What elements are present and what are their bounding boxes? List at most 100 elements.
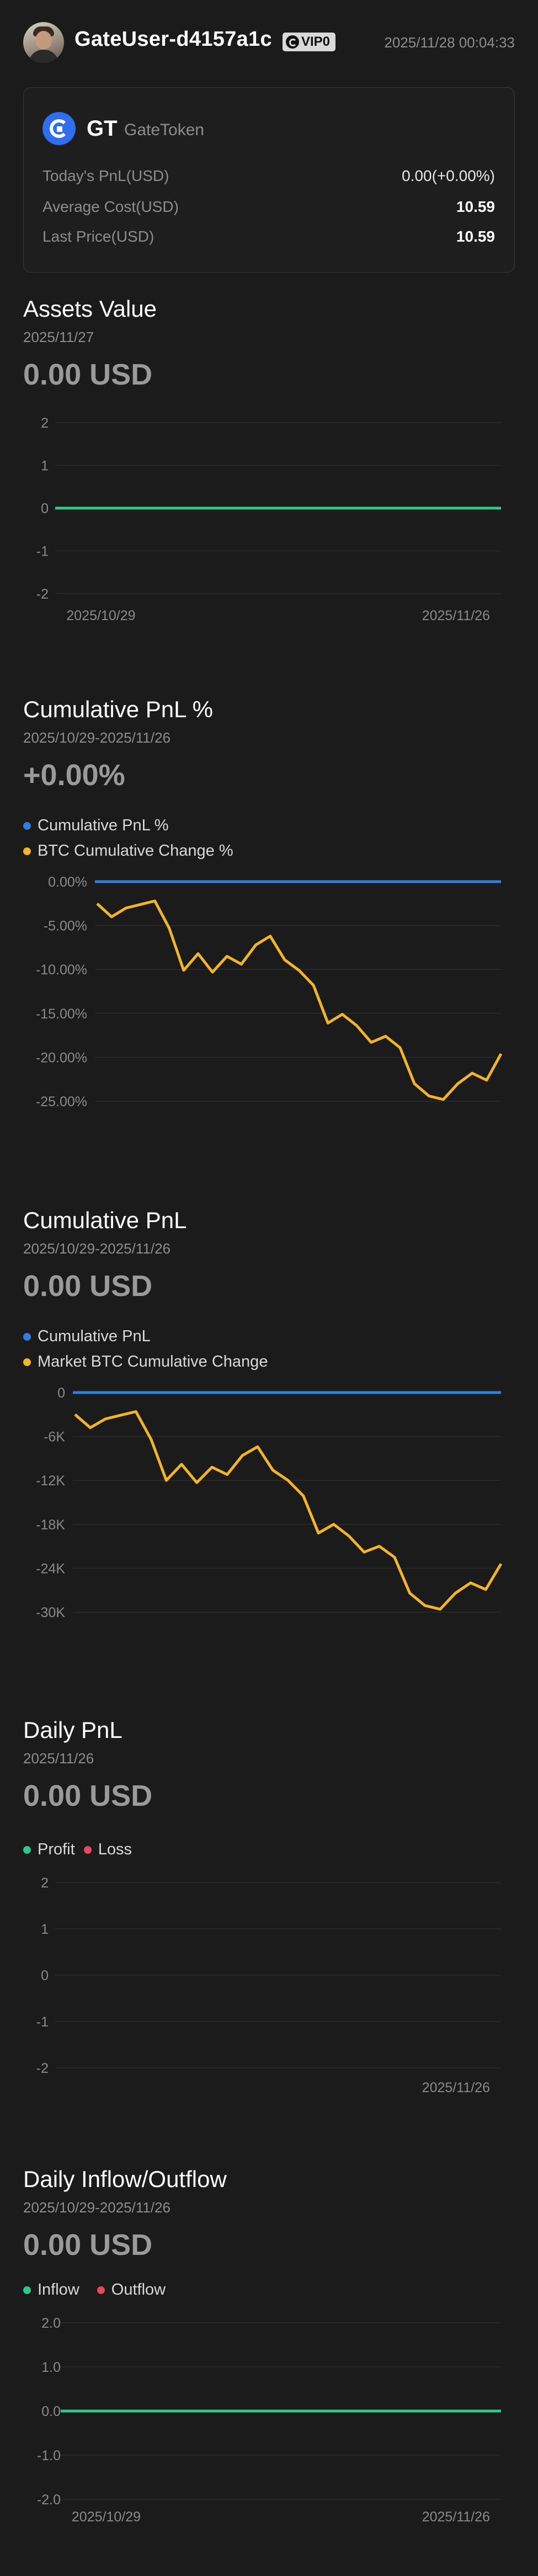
y-tick-label: -18K [36,1517,65,1533]
daily-pnl-value: 0.00 USD [23,1779,153,1812]
assets-value: 0.00 USD [23,358,153,391]
daily-pnl-legend: Profit Loss [23,1841,144,1859]
last-price-label: Last Price(USD) [42,228,155,245]
cum-pnl-pct-value: +0.00% [23,759,125,792]
y-tick-label: 0.0 [41,2404,61,2419]
cum-pnl-pct-legend-2: BTC Cumulative Change % [23,842,246,860]
y-tick-label: -1 [36,544,49,559]
cum-pnl-pct-legend: Cumulative PnL % [23,817,180,835]
x-tick-label: 2025/10/29 [72,2509,141,2525]
legend-item-cum-pnl[interactable]: Cumulative PnL [23,1327,151,1346]
todays-pnl-row: Today's PnL(USD) 0.00(+0.00%) [42,167,495,189]
y-tick-label: -30K [36,1605,65,1620]
y-tick-label: -20.00% [36,1050,87,1065]
cumulative-pnl-section: Cumulative PnL 2025/10/29-2025/11/26 0.0… [0,1207,538,1682]
token-name: GateToken [124,121,205,139]
assets-date: 2025/11/27 [23,329,94,345]
inflow-title: Daily Inflow/Outflow [23,2166,227,2192]
legend-dot-orange [23,847,31,855]
inflow-value: 0.00 USD [23,2228,153,2262]
legend-item-loss[interactable]: Loss [83,1841,132,1859]
x-tick-label: 2025/11/26 [422,2080,490,2095]
legend-item-cum-pnl-pct[interactable]: Cumulative PnL % [23,817,168,835]
legend-label: BTC Cumulative Change % [38,842,233,860]
cum-pnl-value: 0.00 USD [23,1270,153,1303]
daily-pnl-title: Daily PnL [23,1717,122,1743]
legend-label: Loss [98,1841,132,1858]
legend-label: Profit [38,1841,75,1858]
daily-pnl-section: Daily PnL 2025/11/26 0.00 USD Profit Los… [0,1717,538,2136]
legend-item-outflow[interactable]: Outflow [97,2281,166,2299]
todays-pnl-label: Today's PnL(USD) [42,167,169,184]
header: GateUser-d4157a1c VIP0 2025/11/28 00:04:… [0,0,538,83]
last-price-row: Last Price(USD) 10.59 [42,228,495,250]
gatetoken-logo-icon [42,112,76,145]
legend-label: Cumulative PnL % [38,817,169,834]
daily-pnl-date: 2025/11/26 [23,1750,94,1767]
y-tick-label: 1 [41,1922,49,1937]
legend-dot-blue [23,1332,31,1341]
legend-dot-green [23,1846,31,1854]
y-tick-label: -25.00% [36,1094,87,1110]
legend-dot-red [83,1846,92,1854]
y-tick-label: -2.0 [37,2492,61,2508]
x-tick-label: 2025/11/26 [422,608,490,623]
daily-pnl-chart[interactable]: 2 1 0 -1 -2 2025/11/26 [0,1871,538,2103]
y-tick-label: -10.00% [36,962,87,978]
cum-pnl-pct-chart[interactable]: 0.00%-5.00%-10.00%-15.00%-20.00%-25.00%2… [0,871,538,1113]
y-tick-label: 0 [41,1968,49,1983]
y-tick-label: -6K [44,1430,65,1445]
cum-pnl-legend: Cumulative PnL [23,1327,163,1346]
y-tick-label: -2 [36,2061,49,2076]
inflow-outflow-chart[interactable]: 2.0 1.0 0.0 -1.0 -2.0 2025/10/29 2025/11/26 [0,2312,538,2543]
x-tick-label: 2025/11/26 [422,2509,490,2525]
cum-pnl-pct-date: 2025/10/29-2025/11/26 [23,729,171,746]
y-tick-label: 2.0 [41,2316,61,2331]
cumulative-pnl-pct-section: Cumulative PnL % 2025/10/29-2025/11/26 +… [0,696,538,1171]
legend-item-btc-change[interactable]: Market BTC Cumulative Change [23,1353,268,1371]
todays-pnl-value: 0.00(+0.00%) [402,167,495,184]
legend-dot-blue [23,822,31,830]
cum-pnl-legend-2: Market BTC Cumulative Change [23,1353,280,1371]
username: GateUser-d4157a1c [74,28,272,51]
vip-badge[interactable]: VIP0 [283,33,336,51]
average-cost-label: Average Cost(USD) [42,198,179,215]
legend-dot-green [23,2286,31,2294]
assets-value-section: Assets Value 2025/11/27 0.00 USD 2 1 0 -1 -2… [0,296,538,649]
avatar[interactable] [23,22,64,63]
y-tick-label: -2 [36,586,49,602]
y-tick-label: -1.0 [37,2448,61,2463]
y-tick-label: 2 [41,415,49,431]
average-cost-value: 10.59 [456,198,495,215]
last-price-value: 10.59 [456,228,495,245]
y-tick-label: -12K [36,1473,65,1489]
vip-icon [286,35,299,49]
y-tick-label: -15.00% [36,1006,87,1022]
assets-title: Assets Value [23,296,157,322]
cum-pnl-pct-title: Cumulative PnL % [23,696,213,722]
legend-item-profit[interactable]: Profit [23,1841,75,1859]
legend-label: Market BTC Cumulative Change [38,1353,268,1370]
y-tick-label: 1 [41,458,49,474]
timestamp: 2025/11/28 00:04:33 [384,34,515,51]
assets-chart[interactable]: 2 1 0 -1 -2 2025/10/29 2025/11/26 [0,412,538,643]
cum-pnl-date: 2025/10/29-2025/11/26 [23,1240,171,1257]
series-line-market-btc-cumulative-change [74,1410,503,1611]
legend-item-inflow[interactable]: Inflow [23,2281,79,2299]
legend-dot-red [97,2286,105,2294]
inflow-outflow-section: Daily Inflow/Outflow 2025/10/29-2025/11/… [0,2166,538,2576]
legend-item-btc-change-pct[interactable]: BTC Cumulative Change % [23,842,233,860]
legend-label: Outflow [111,2281,166,2298]
legend-label: Cumulative PnL [38,1327,151,1345]
y-tick-label: 2 [41,1875,49,1891]
y-tick-label: -1 [36,2014,49,2030]
y-tick-label: 1.0 [41,2360,61,2375]
cum-pnl-title: Cumulative PnL [23,1207,187,1233]
inflow-legend: Inflow Outflow [23,2281,178,2299]
token-symbol: GT [87,116,118,141]
y-tick-label: -5.00% [44,919,87,934]
y-tick-label: 0 [41,501,49,516]
y-tick-label: -24K [36,1561,65,1576]
